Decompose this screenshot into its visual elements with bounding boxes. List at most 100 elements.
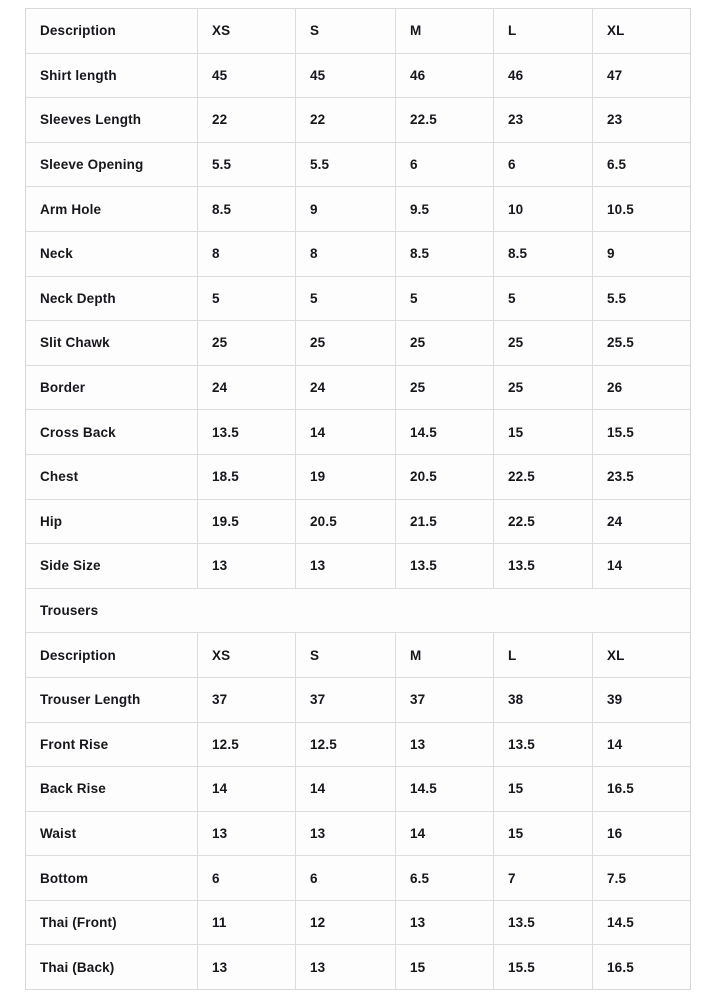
size-chart-body: Description XS S M L XL Shirt length 45 45 46 46 47… [25,8,691,990]
section-label-row: Trousers [25,588,691,634]
measurement-value: 19 [295,454,396,500]
measurement-value: 5 [295,276,396,322]
column-header-xs: XS [197,8,296,54]
column-header-m: M [395,8,494,54]
measurement-value: 46 [493,53,593,99]
measurement-value: 23 [493,97,593,143]
measurement-value: 7 [493,855,593,901]
measurement-label: Hip [25,499,198,545]
measurement-value: 25 [395,320,494,366]
measurement-value: 14 [395,811,494,857]
measurement-value: 15 [493,409,593,455]
measurement-value: 8 [295,231,396,277]
measurement-value: 13 [295,543,396,589]
table-row: Arm Hole 8.5 9 9.5 10 10.5 [25,186,691,232]
column-header-xl: XL [592,632,691,678]
measurement-value: 24 [295,365,396,411]
measurement-value: 22.5 [493,499,593,545]
table-row: Front Rise 12.5 12.5 13 13.5 14 [25,722,691,768]
measurement-label: Trouser Length [25,677,198,723]
measurement-value: 13 [197,811,296,857]
measurement-value: 26 [592,365,691,411]
measurement-label: Side Size [25,543,198,589]
measurement-value: 8 [197,231,296,277]
measurement-value: 21.5 [395,499,494,545]
measurement-value: 14.5 [395,409,494,455]
measurement-value: 13 [295,811,396,857]
measurement-value: 13 [197,543,296,589]
measurement-label: Slit Chawk [25,320,198,366]
table-row: Sleeve Opening 5.5 5.5 6 6 6.5 [25,142,691,188]
table-row: Neck 8 8 8.5 8.5 9 [25,231,691,277]
measurement-value: 13 [395,722,494,768]
table-row: Bottom 6 6 6.5 7 7.5 [25,855,691,901]
measurement-value: 16 [592,811,691,857]
measurement-value: 45 [197,53,296,99]
measurement-value: 37 [295,677,396,723]
measurement-value: 18.5 [197,454,296,500]
measurement-value: 16.5 [592,944,691,990]
column-header-s: S [295,632,396,678]
measurement-value: 5.5 [295,142,396,188]
measurement-value: 12.5 [197,722,296,768]
measurement-value: 6 [395,142,494,188]
measurement-label: Sleeves Length [25,97,198,143]
table-row: Back Rise 14 14 14.5 15 16.5 [25,766,691,812]
measurement-label: Back Rise [25,766,198,812]
measurement-value: 13 [197,944,296,990]
table-row: Border 24 24 25 25 26 [25,365,691,411]
table-row: Thai (Front) 11 12 13 13.5 14.5 [25,900,691,946]
column-header-s: S [295,8,396,54]
measurement-label: Thai (Front) [25,900,198,946]
measurement-value: 25.5 [592,320,691,366]
measurement-label: Bottom [25,855,198,901]
table-row: Sleeves Length 22 22 22.5 23 23 [25,97,691,143]
measurement-value: 6.5 [395,855,494,901]
measurement-value: 14 [592,543,691,589]
measurement-value: 14 [197,766,296,812]
measurement-value: 19.5 [197,499,296,545]
table-row: Trouser Length 37 37 37 38 39 [25,677,691,723]
measurement-label: Front Rise [25,722,198,768]
measurement-value: 10 [493,186,593,232]
measurement-value: 39 [592,677,691,723]
table-row: Neck Depth 5 5 5 5 5.5 [25,276,691,322]
measurement-value: 22.5 [395,97,494,143]
measurement-value: 15 [493,766,593,812]
measurement-value: 8.5 [197,186,296,232]
measurement-value: 13 [395,900,494,946]
measurement-value: 24 [197,365,296,411]
measurement-value: 22 [197,97,296,143]
size-chart-container: Description XS S M L XL Shirt length 45 45 46 46 47… [25,8,691,993]
measurement-label: Chest [25,454,198,500]
measurement-label: Neck [25,231,198,277]
measurement-value: 13.5 [197,409,296,455]
measurement-value: 8.5 [395,231,494,277]
measurement-value: 22 [295,97,396,143]
measurement-label: Shirt length [25,53,198,99]
measurement-value: 22.5 [493,454,593,500]
measurement-value: 5.5 [197,142,296,188]
measurement-value: 12 [295,900,396,946]
column-header-l: L [493,632,593,678]
measurement-value: 13.5 [493,543,593,589]
table-row: Chest 18.5 19 20.5 22.5 23.5 [25,454,691,500]
measurement-value: 23 [592,97,691,143]
column-header-m: M [395,632,494,678]
measurement-value: 25 [493,320,593,366]
measurement-value: 14 [592,722,691,768]
measurement-value: 25 [197,320,296,366]
measurement-value: 6 [197,855,296,901]
measurement-value: 16.5 [592,766,691,812]
measurement-value: 13.5 [493,900,593,946]
measurement-value: 5 [395,276,494,322]
measurement-value: 5.5 [592,276,691,322]
table-row: Thai (Back) 13 13 15 15.5 16.5 [25,944,691,990]
measurement-value: 10.5 [592,186,691,232]
measurement-value: 25 [395,365,494,411]
measurement-value: 14 [295,766,396,812]
measurement-value: 15.5 [592,409,691,455]
measurement-value: 24 [592,499,691,545]
measurement-value: 14 [295,409,396,455]
